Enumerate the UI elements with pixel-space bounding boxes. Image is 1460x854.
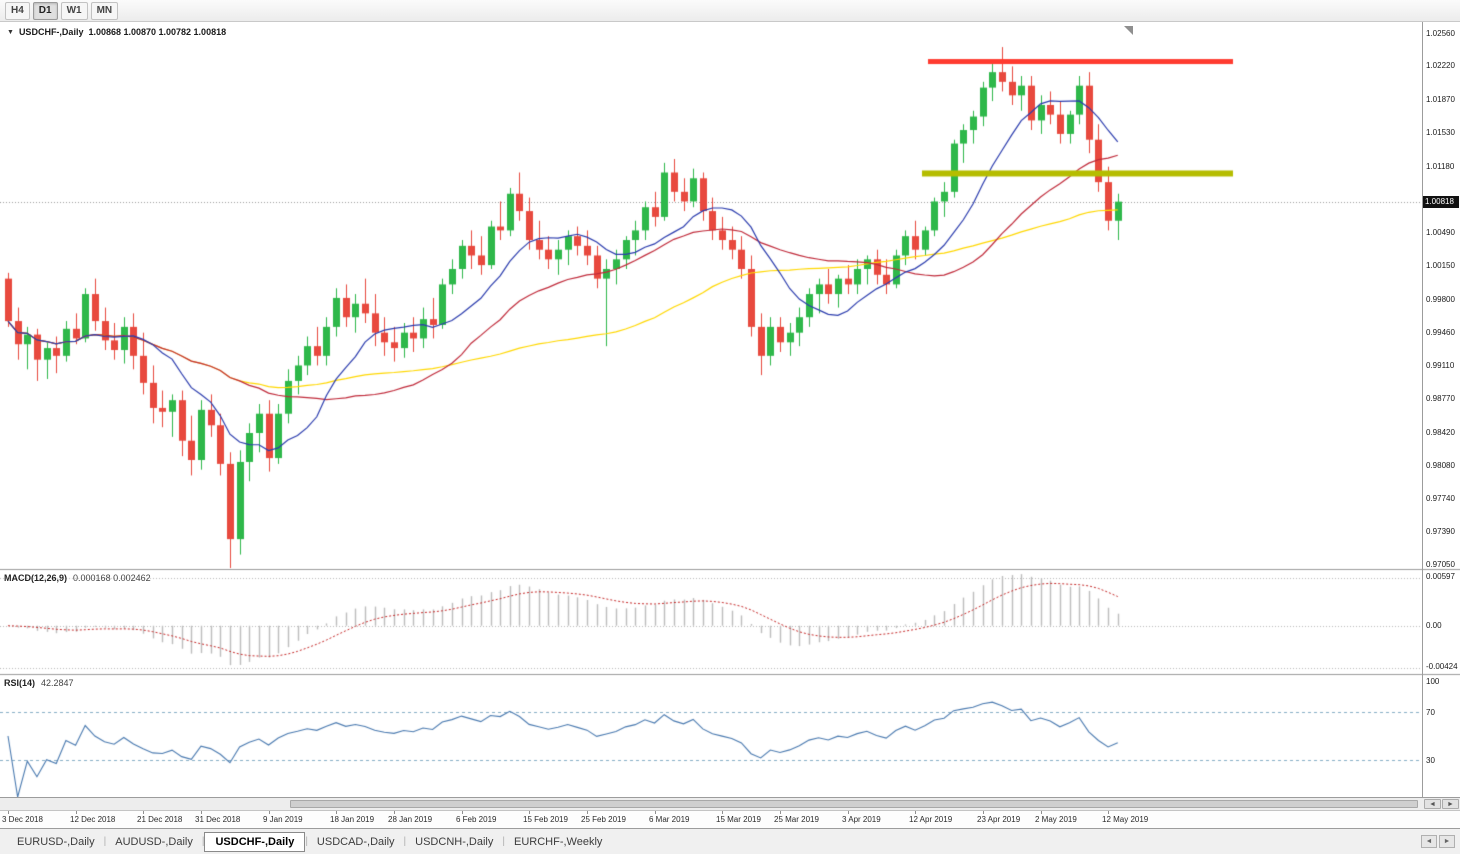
- chart-ohlc-values: 1.00868 1.00870 1.00782 1.00818: [88, 27, 227, 37]
- date-tick: [394, 811, 395, 814]
- chart-symbol-label: USDCHF-,Daily: [18, 27, 84, 37]
- macd-values: 0.000168 0.002462: [73, 573, 151, 583]
- price-axis-label: 0.98080: [1426, 461, 1455, 470]
- price-axis-label: 1.02220: [1426, 61, 1455, 70]
- date-label: 2 May 2019: [1035, 815, 1077, 824]
- price-axis-label: 1.00150: [1426, 261, 1455, 270]
- chart-tab-usdchf-daily[interactable]: USDCHF-,Daily: [204, 831, 306, 852]
- date-label: 18 Jan 2019: [330, 815, 375, 824]
- tab-separator: |: [201, 836, 205, 847]
- price-axis-label: 0.97390: [1426, 527, 1455, 536]
- macd-axis-label: 0.00597: [1426, 572, 1455, 581]
- chart-tab-audusd-daily[interactable]: AUDUSD-,Daily: [115, 835, 193, 848]
- rsi-axis-label: 70: [1426, 708, 1435, 717]
- date-tick: [655, 811, 656, 814]
- price-axis-label: 0.97740: [1426, 494, 1455, 503]
- date-axis[interactable]: 3 Dec 2018 12 Dec 2018 21 Dec 2018 31 Dec 2…: [0, 810, 1460, 828]
- chart-tab-eurusd-daily[interactable]: EURUSD-,Daily: [17, 835, 95, 848]
- macd-name: MACD(12,26,9): [4, 573, 68, 583]
- date-label: 6 Feb 2019: [456, 815, 497, 824]
- macd-axis-label: -0.00424: [1426, 662, 1458, 671]
- tab-separator: |: [103, 836, 107, 847]
- date-label: 25 Mar 2019: [774, 815, 819, 824]
- chart-tab-usdcnh-daily[interactable]: USDCNH-,Daily: [415, 835, 494, 848]
- date-label: 12 Apr 2019: [909, 815, 953, 824]
- rsi-axis-label: 100: [1426, 677, 1440, 686]
- price-axis-label: 1.01180: [1426, 162, 1455, 171]
- date-label: 21 Dec 2018: [137, 815, 183, 824]
- tab-separator: |: [502, 836, 505, 847]
- date-tick: [529, 811, 530, 814]
- price-axis-label: 1.01530: [1426, 128, 1455, 137]
- date-label: 28 Jan 2019: [388, 815, 433, 824]
- date-tick: [1041, 811, 1042, 814]
- price-axis-label: 0.98420: [1426, 428, 1455, 437]
- macd-indicator-label: MACD(12,26,9) 0.000168 0.002462: [4, 573, 151, 583]
- chart-workspace: ▼ USDCHF-,Daily 1.00868 1.00870 1.00782 …: [0, 22, 1460, 828]
- rsi-value: 42.2847: [41, 678, 74, 688]
- date-tick: [76, 811, 77, 814]
- tab-separator: |: [305, 836, 308, 847]
- price-axis-label: 1.00490: [1426, 228, 1455, 237]
- date-label: 12 Dec 2018: [70, 815, 116, 824]
- timeframe-button-d1[interactable]: D1: [32, 1, 58, 20]
- chart-tab-usdcad-daily[interactable]: USDCAD-,Daily: [316, 835, 395, 848]
- rsi-axis-label: 30: [1426, 756, 1435, 765]
- date-label: 12 May 2019: [1102, 815, 1149, 824]
- date-label: 23 Apr 2019: [977, 815, 1021, 824]
- date-label: 31 Dec 2018: [195, 815, 241, 824]
- rsi-indicator-label: RSI(14) 42.2847: [4, 678, 74, 688]
- date-tick: [269, 811, 270, 814]
- date-tick: [722, 811, 723, 814]
- date-label: 9 Jan 2019: [263, 815, 303, 824]
- chart-title: ▼ USDCHF-,Daily 1.00868 1.00870 1.00782 …: [7, 27, 226, 37]
- timeframe-button-h4[interactable]: H4: [5, 1, 30, 20]
- dropdown-icon[interactable]: ▼: [7, 28, 14, 36]
- scrollbar-thumb[interactable]: [290, 800, 1418, 808]
- price-axis-label: 1.01870: [1426, 95, 1455, 104]
- date-tick: [201, 811, 202, 814]
- date-label: 3 Dec 2018: [2, 815, 43, 824]
- tab-scroll-left-button[interactable]: ◄: [1421, 835, 1437, 848]
- date-tick: [8, 811, 9, 814]
- date-tick: [915, 811, 916, 814]
- tab-scroll-right-button[interactable]: ►: [1439, 835, 1455, 848]
- date-tick: [983, 811, 984, 814]
- date-label: 25 Feb 2019: [581, 815, 626, 824]
- date-tick: [1108, 811, 1109, 814]
- date-tick: [143, 811, 144, 814]
- macd-axis-label: 0.00: [1426, 621, 1442, 630]
- tab-separator: |: [403, 836, 407, 847]
- date-label: 6 Mar 2019: [649, 815, 690, 824]
- chart-tab-bar: EURUSD-,Daily | AUDUSD-,Daily | USDCHF-,Dail…: [0, 828, 1460, 854]
- chart-tab-eurchf-weekly[interactable]: EURCHF-,Weekly: [514, 835, 603, 848]
- scroll-right-button[interactable]: ►: [1442, 799, 1459, 809]
- price-axis-label: 0.99110: [1426, 361, 1455, 370]
- scroll-left-button[interactable]: ◄: [1424, 799, 1441, 809]
- price-axis-label: 0.97050: [1426, 560, 1455, 569]
- price-axis-label: 0.99800: [1426, 295, 1455, 304]
- price-axis-label: 1.02560: [1426, 29, 1455, 38]
- price-axis[interactable]: 1.02560 1.02220 1.01870 1.01530 1.01180 1.004…: [1422, 22, 1460, 797]
- date-label: 15 Feb 2019: [523, 815, 568, 824]
- timeframe-button-w1[interactable]: W1: [60, 1, 88, 20]
- current-price-tag: 1.00818: [1423, 196, 1459, 208]
- price-chart-canvas[interactable]: [0, 22, 1460, 797]
- price-axis-label: 0.99460: [1426, 328, 1455, 337]
- timeframe-button-mn[interactable]: MN: [90, 1, 119, 20]
- date-label: 3 Apr 2019: [842, 815, 881, 824]
- date-tick: [780, 811, 781, 814]
- price-axis-label: 0.98770: [1426, 394, 1455, 403]
- date-tick: [587, 811, 588, 814]
- date-label: 15 Mar 2019: [716, 815, 761, 824]
- date-tick: [848, 811, 849, 814]
- rsi-name: RSI(14): [4, 678, 36, 688]
- tab-scroll-arrows: ◄ ►: [1421, 835, 1455, 848]
- timeframe-toolbar: H4 D1 W1 MN: [0, 0, 1460, 22]
- date-tick: [462, 811, 463, 814]
- date-tick: [336, 811, 337, 814]
- horizontal-scrollbar[interactable]: ◄ ►: [0, 797, 1460, 810]
- chart-shift-marker-icon[interactable]: [1124, 26, 1133, 35]
